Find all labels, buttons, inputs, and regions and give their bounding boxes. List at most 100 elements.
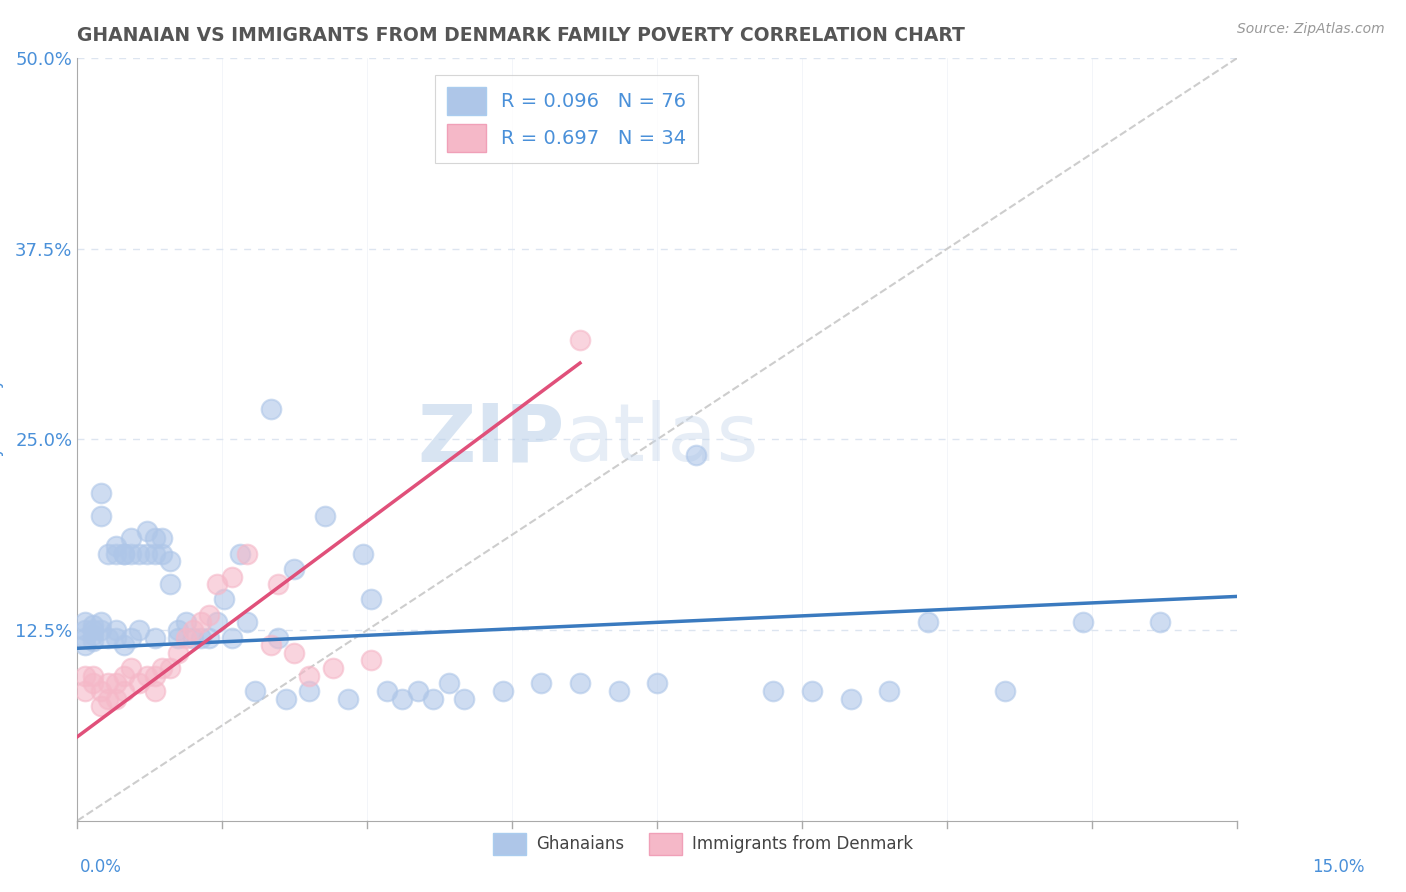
Point [75, 638, 96, 652]
Point [607, 684, 630, 698]
Point [174, 631, 197, 645]
Point [97, 691, 120, 706]
Point [97, 547, 120, 561]
Point [205, 615, 228, 630]
Point [121, 631, 143, 645]
Point [994, 684, 1017, 698]
Point [917, 615, 939, 630]
Point [530, 676, 553, 690]
Point [143, 547, 166, 561]
Point [492, 684, 515, 698]
Point [82, 618, 104, 632]
Point [801, 684, 824, 698]
Point [276, 691, 298, 706]
Point [82, 623, 104, 637]
Point [166, 631, 188, 645]
Point [569, 333, 592, 347]
Point [839, 691, 862, 706]
Point [121, 532, 143, 546]
Legend: R = 0.096   N = 76, R = 0.697   N = 34: R = 0.096 N = 76, R = 0.697 N = 34 [434, 75, 697, 163]
Point [159, 577, 181, 591]
Point [143, 684, 166, 698]
Point [183, 631, 205, 645]
Point [90, 699, 111, 714]
Point [105, 547, 127, 561]
Point [174, 615, 197, 630]
Point [143, 669, 166, 683]
Point [762, 684, 785, 698]
Point [260, 401, 283, 416]
Point [283, 562, 305, 576]
Text: 15.0%: 15.0% [1312, 858, 1365, 876]
Point [422, 691, 444, 706]
Point [236, 547, 259, 561]
Text: atlas: atlas [565, 401, 759, 478]
Point [121, 547, 143, 561]
Point [197, 631, 219, 645]
Text: Source: ZipAtlas.com: Source: ZipAtlas.com [1237, 22, 1385, 37]
Point [90, 615, 111, 630]
Point [75, 631, 96, 645]
Point [105, 623, 127, 637]
Point [406, 684, 429, 698]
Point [105, 631, 127, 645]
Text: GHANAIAN VS IMMIGRANTS FROM DENMARK FAMILY POVERTY CORRELATION CHART: GHANAIAN VS IMMIGRANTS FROM DENMARK FAMI… [77, 26, 965, 45]
Point [75, 615, 96, 630]
Point [260, 638, 283, 652]
Point [166, 623, 188, 637]
Point [75, 684, 96, 698]
Point [1071, 615, 1094, 630]
Point [569, 676, 592, 690]
Point [360, 592, 382, 607]
Point [143, 631, 166, 645]
Point [152, 532, 174, 546]
Point [112, 669, 135, 683]
Y-axis label: Family Poverty: Family Poverty [0, 378, 4, 500]
Point [298, 669, 321, 683]
Point [159, 661, 181, 675]
Point [82, 669, 104, 683]
Point [82, 627, 104, 641]
Legend: Ghanaians, Immigrants from Denmark: Ghanaians, Immigrants from Denmark [486, 827, 920, 862]
Point [152, 547, 174, 561]
Point [136, 547, 159, 561]
Point [128, 676, 150, 690]
Point [375, 684, 398, 698]
Point [82, 633, 104, 648]
Point [197, 607, 219, 622]
Point [453, 691, 475, 706]
Point [245, 684, 267, 698]
Point [121, 661, 143, 675]
Point [228, 547, 252, 561]
Point [190, 615, 212, 630]
Point [75, 623, 96, 637]
Point [183, 623, 205, 637]
Point [283, 646, 305, 660]
Point [112, 547, 135, 561]
Text: ZIP: ZIP [418, 401, 565, 478]
Point [352, 547, 374, 561]
Point [112, 547, 135, 561]
Point [298, 684, 321, 698]
Point [90, 623, 111, 637]
Point [267, 631, 290, 645]
Point [314, 508, 336, 523]
Point [391, 691, 413, 706]
Point [128, 623, 150, 637]
Point [136, 669, 159, 683]
Point [152, 661, 174, 675]
Point [97, 631, 120, 645]
Point [267, 577, 290, 591]
Point [112, 684, 135, 698]
Point [97, 676, 120, 690]
Point [190, 631, 212, 645]
Point [75, 669, 96, 683]
Point [82, 676, 104, 690]
Point [236, 615, 259, 630]
Point [90, 684, 111, 698]
Point [105, 539, 127, 553]
Point [143, 532, 166, 546]
Point [221, 569, 243, 583]
Text: 0.0%: 0.0% [80, 858, 122, 876]
Point [90, 508, 111, 523]
